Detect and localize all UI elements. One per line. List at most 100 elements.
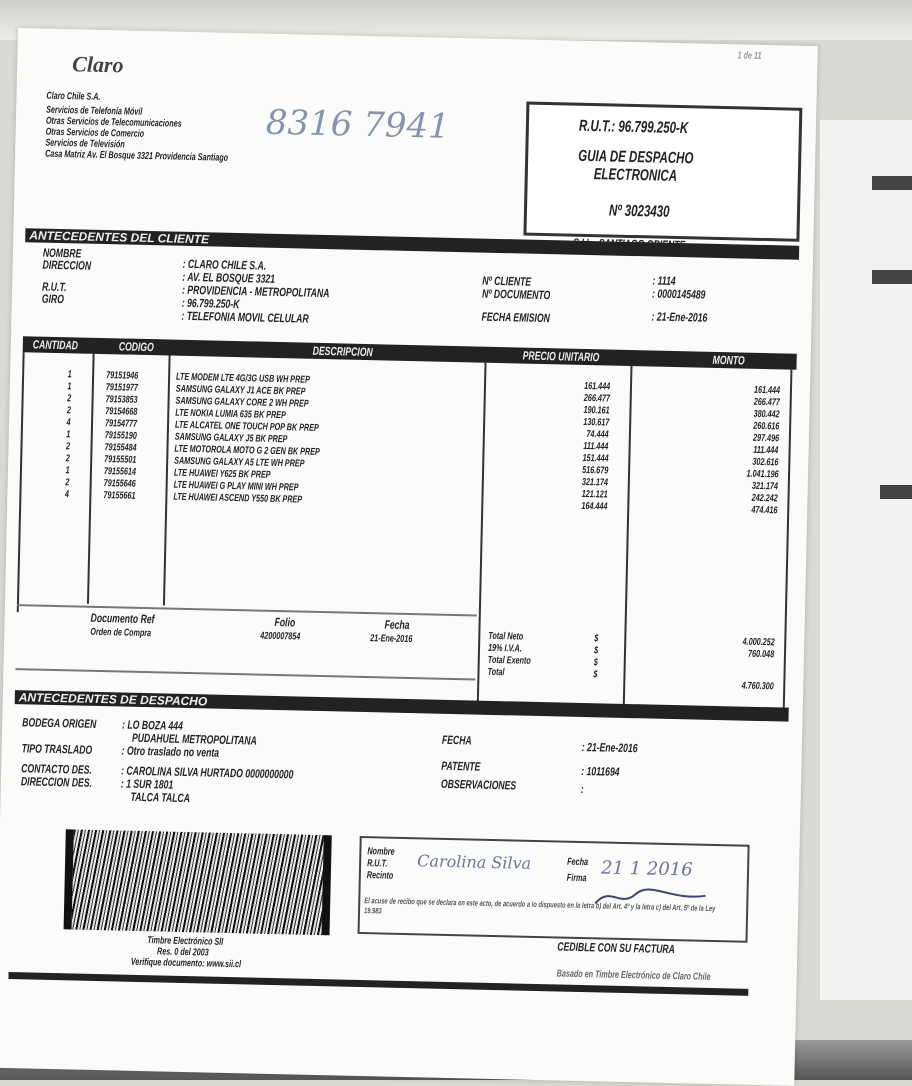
item-amount: 380.442 [753, 408, 780, 421]
client-label: GIRO [41, 291, 65, 307]
client-right-label: Nº CLIENTE [482, 273, 532, 289]
item-qty: 1 [66, 429, 71, 441]
client-right-label: FECHA EMISION [481, 309, 551, 326]
total-value: 4.000.252 [742, 636, 775, 649]
item-price: 130.617 [583, 416, 610, 429]
item-price: 164.444 [581, 500, 608, 513]
adjacent-paper [820, 120, 912, 1000]
stamp-caption: Verifique documento: www.sii.cl [130, 956, 242, 971]
item-code: 79151946 [106, 370, 139, 382]
total-value: 4.760.300 [741, 680, 774, 693]
item-amount: 474.416 [751, 504, 778, 517]
item-price: 74.444 [586, 429, 610, 441]
doc-title-2: ELECTRONICA [593, 166, 678, 185]
client-right-value: : 0000145489 [651, 286, 706, 302]
handwritten-date: 21 1 2016 [600, 857, 693, 881]
dispatch-value: : 1 SUR 1801 [120, 776, 174, 792]
item-qty: 1 [65, 465, 71, 477]
item-amount: 302.616 [752, 456, 779, 469]
table-border [782, 369, 793, 710]
item-qty: 4 [65, 489, 70, 501]
handwritten-number: 8316 7941 [265, 102, 451, 147]
item-code: 79153853 [105, 394, 138, 406]
item-desc: LTE HUAWEI Y625 BK PREP [173, 467, 271, 481]
item-price: 516.679 [581, 464, 609, 477]
total-label: Total [487, 666, 505, 679]
firma-label: Firma [566, 872, 587, 885]
ref-value: Orden de Compra [90, 626, 152, 640]
client-label: DIRECCION [42, 257, 92, 273]
col-codigo: CODIGO [118, 339, 154, 355]
dispatch-label: BODEGA ORIGEN [22, 715, 97, 731]
receipt-label: Recinto [366, 870, 394, 882]
item-qty: 1 [68, 369, 73, 381]
item-price: 190.161 [583, 404, 610, 417]
item-amount: 242.242 [751, 492, 778, 505]
total-label: Total Exento [487, 654, 531, 667]
currency-sign: $ [593, 645, 599, 657]
adjacent-bar [880, 485, 912, 499]
item-price: 266.477 [583, 392, 610, 405]
currency-sign: $ [593, 657, 598, 669]
dispatch-right-label: PATENTE [441, 758, 481, 774]
receipt-box: Nombre R.U.T. Recinto Carolina Silva Fec… [357, 835, 750, 943]
item-price: 321.174 [581, 476, 608, 489]
dispatch-header-text: ANTECEDENTES DE DESPACHO [18, 690, 208, 709]
client-header-text: ANTECEDENTES DEL CLIENTE [29, 228, 210, 247]
dispatch-right-value: : 1011694 [581, 763, 620, 779]
col-divider [622, 365, 633, 706]
item-code: 79155501 [104, 454, 137, 466]
col-monto: MONTO [712, 352, 745, 368]
pdf417-stamp-barcode [63, 829, 332, 936]
table-border [16, 352, 25, 613]
issuer-logo: Claro [71, 51, 124, 78]
item-qty: 1 [67, 381, 72, 393]
dispatch-right-value: : 21-Ene-2016 [581, 739, 638, 756]
col-divider [476, 362, 487, 703]
item-code: 79155614 [103, 466, 137, 478]
client-right-value: : 1114 [652, 273, 676, 288]
item-code: 79155484 [104, 442, 137, 454]
item-price: 111.444 [583, 440, 609, 453]
item-price: 121.121 [581, 488, 608, 501]
col-divider [86, 353, 95, 604]
item-qty: 2 [65, 477, 70, 489]
handwritten-name: Carolina Silva [416, 851, 532, 873]
item-price: 161.444 [583, 380, 611, 393]
items-table-header: CANTIDAD CODIGO DESCRIPCION PRECIO UNITA… [22, 336, 797, 370]
ref-value: 21-Ene-2016 [370, 633, 413, 646]
dispatch-value: : Otro traslado no venta [121, 743, 220, 760]
item-amount: 260.616 [752, 420, 780, 433]
item-qty: 2 [67, 393, 72, 405]
signature [594, 888, 706, 905]
divider [16, 604, 477, 617]
item-amount: 321.174 [751, 480, 778, 493]
item-code: 79154668 [105, 406, 138, 418]
page-corner: 1 de 11 [737, 50, 762, 62]
item-qty: 2 [67, 405, 72, 417]
issuer-rut: R.U.T.: 96.799.250-K [578, 117, 689, 138]
item-code: 79155190 [104, 430, 137, 442]
item-price: 151.444 [582, 452, 609, 465]
total-label: Total Neto [488, 630, 524, 643]
ref-value: 4200007854 [260, 630, 301, 643]
col-divider [162, 355, 171, 606]
item-code: 79155661 [103, 490, 136, 502]
total-value: 760.048 [747, 648, 775, 661]
dispatch-label: DIRECCION DES. [20, 774, 93, 790]
client-right-value: : 21-Ene-2016 [651, 309, 708, 325]
dispatch-right-value: : [580, 781, 584, 797]
footer-text: Basado en Timbre Electrónico de Claro Ch… [556, 968, 711, 983]
adjacent-bar [872, 176, 912, 190]
ref-header: Fecha [384, 617, 410, 633]
item-code: 79155646 [103, 478, 136, 490]
ref-header: Documento Ref [90, 610, 155, 627]
dispatch-label: TIPO TRASLADO [21, 741, 93, 757]
dispatch-value: TALCA TALCA [130, 789, 191, 806]
currency-sign: $ [593, 669, 598, 681]
receipt-label: R.U.T. [367, 858, 388, 870]
total-label: 19% I.V.A. [487, 642, 522, 655]
item-desc: LTE HUAWEI ASCEND Y550 BK PREP [173, 491, 303, 506]
item-qty: 4 [66, 417, 72, 429]
dispatch-right-label: FECHA [441, 732, 472, 748]
